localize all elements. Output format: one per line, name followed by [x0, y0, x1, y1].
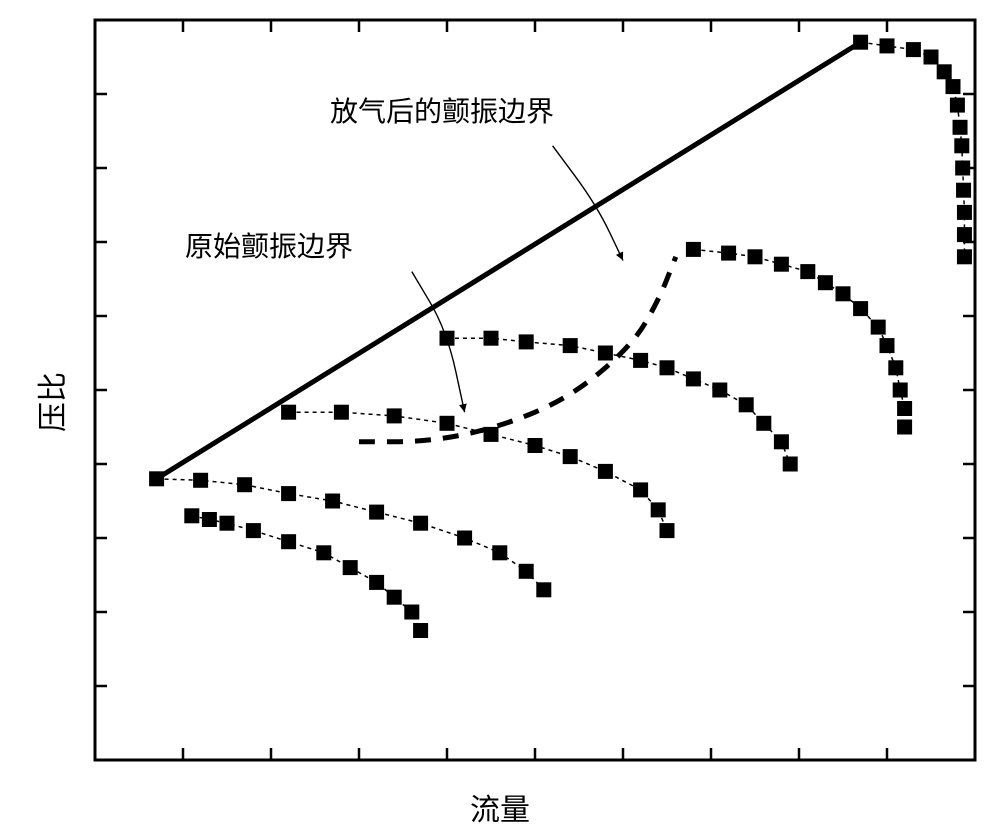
chart-container: 压比 流量 放气后的颤振边界 原始颤振边界 — [0, 0, 1000, 825]
x-axis-label: 流量 — [470, 785, 530, 829]
y-axis-label: 压比 — [28, 342, 72, 462]
callout-post-bleed: 放气后的颤振边界 — [330, 90, 554, 130]
callout-original: 原始颤振边界 — [185, 225, 353, 265]
